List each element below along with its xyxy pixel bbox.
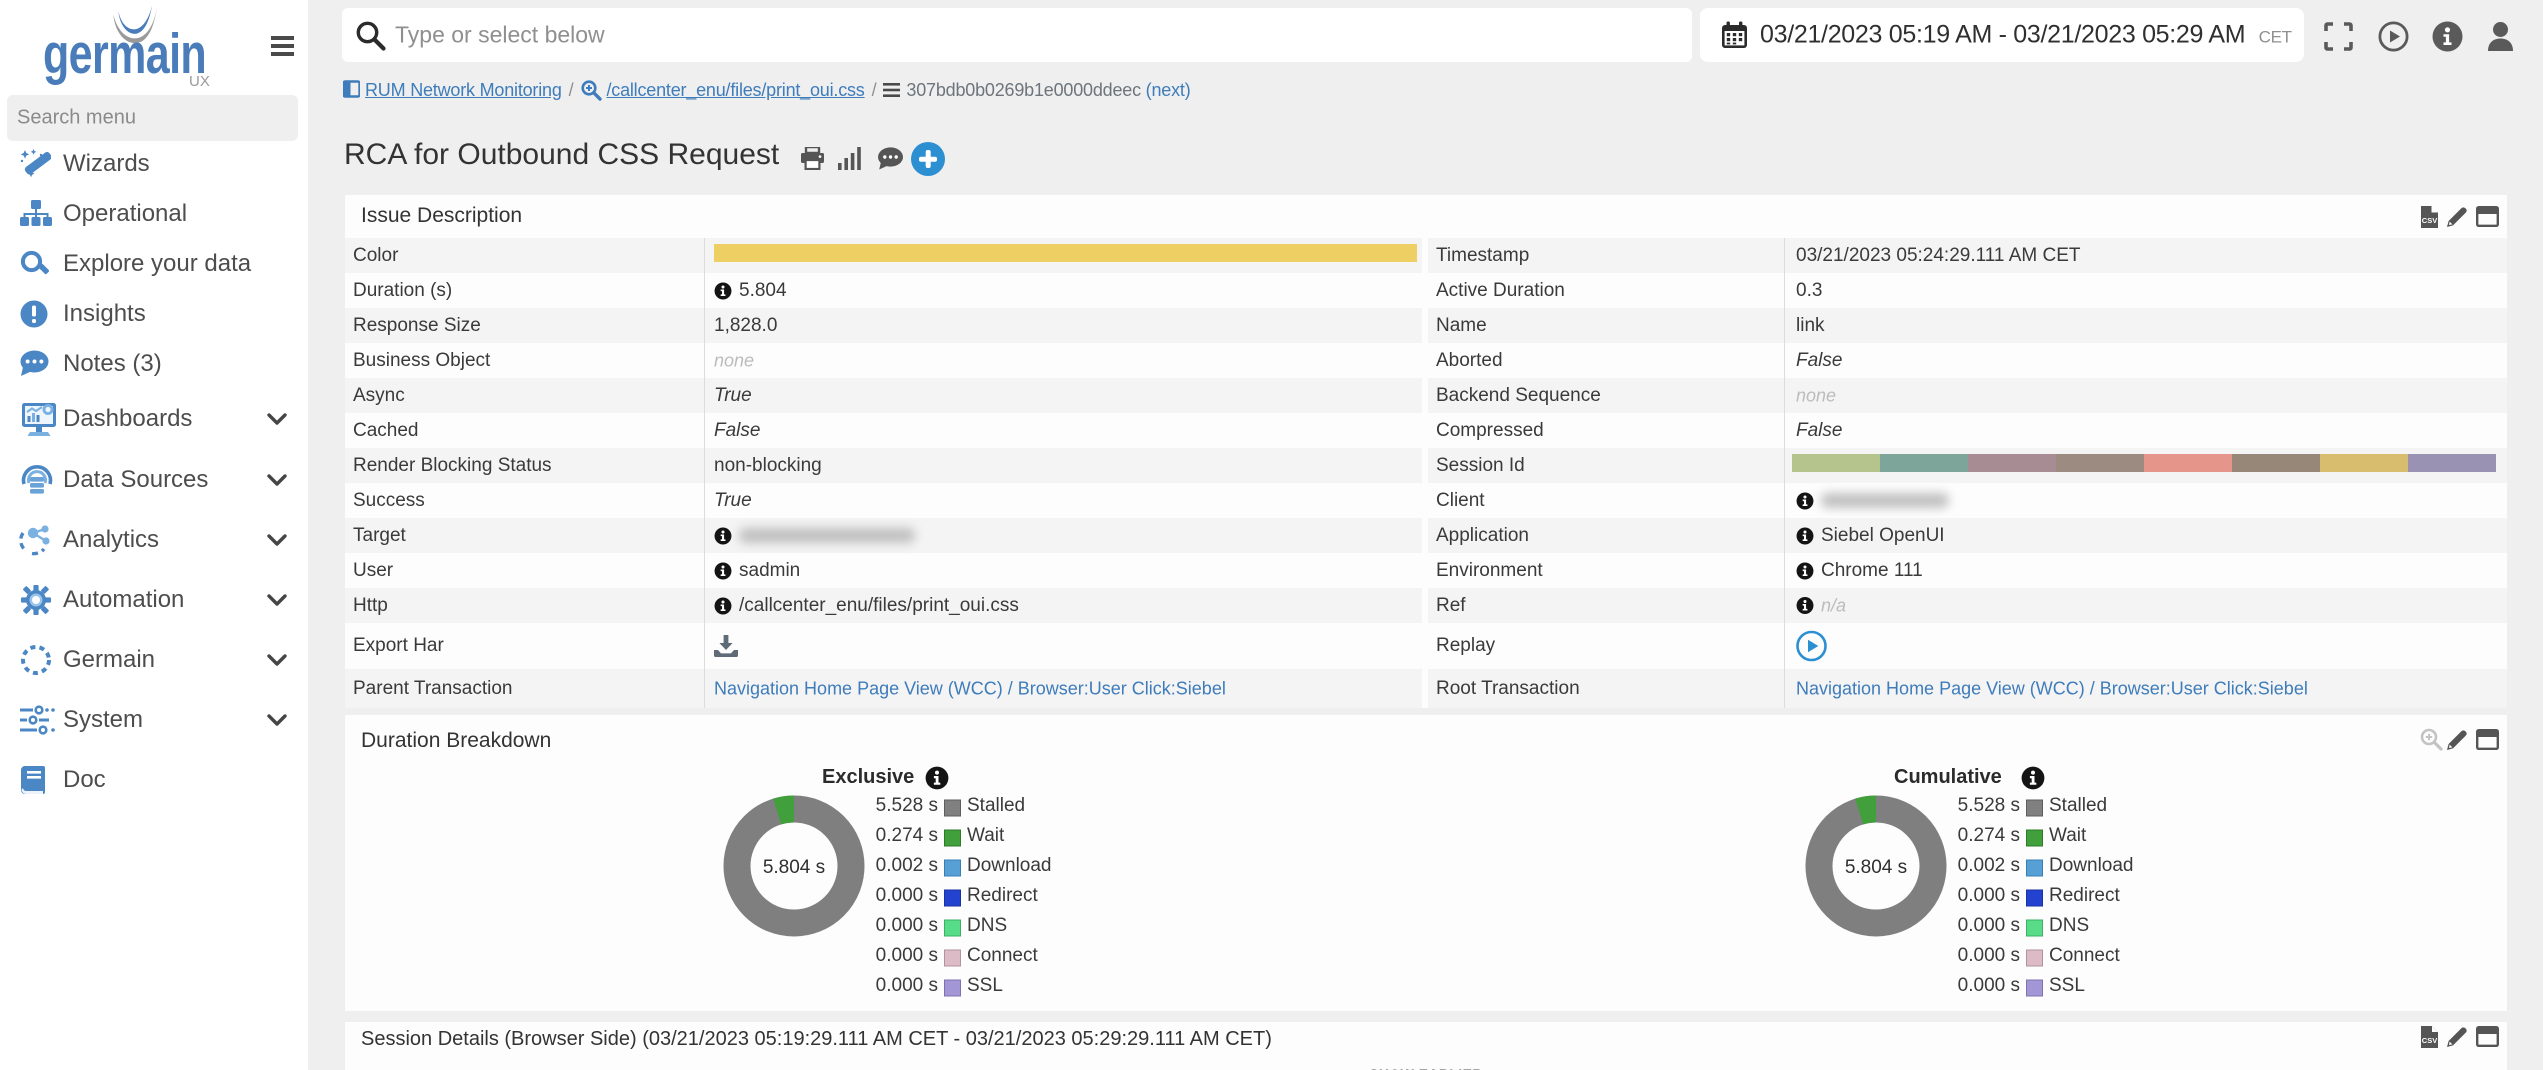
svg-text:CSV: CSV <box>2422 1036 2437 1045</box>
svg-text:CSV: CSV <box>2422 216 2437 225</box>
